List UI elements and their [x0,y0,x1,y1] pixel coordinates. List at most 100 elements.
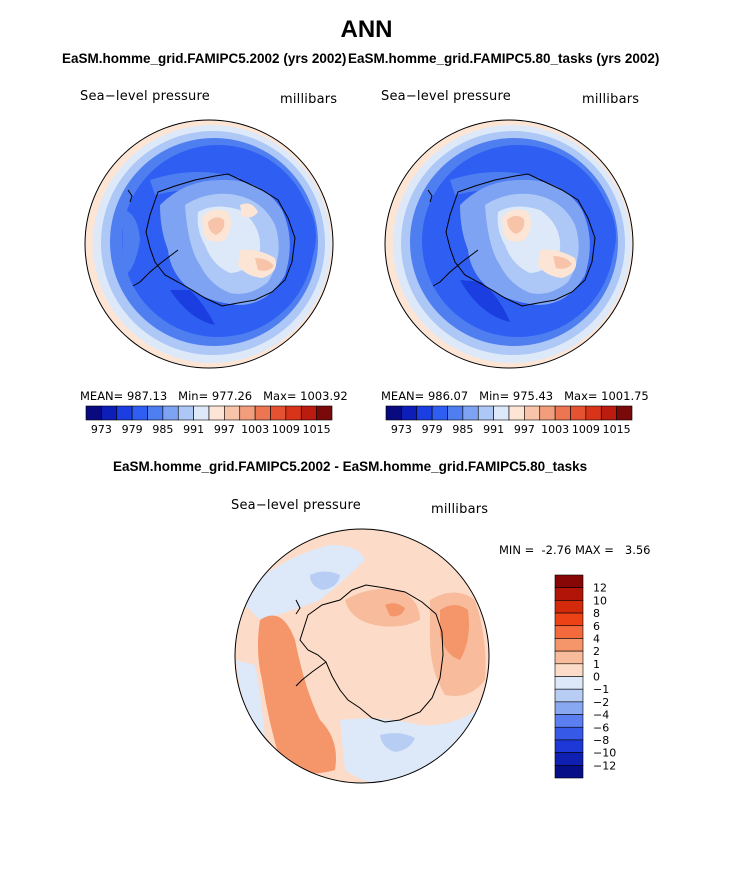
diff-colorbar-tick-label: −2 [593,696,609,709]
diff-colorbar-swatch [554,663,584,677]
panel1-colorbar-tick-label: 997 [214,423,235,436]
diff-colorbar-swatch [554,638,584,652]
diff-colorbar-swatch [554,726,584,741]
page-title: ANN [340,16,393,43]
panel2-colorbar-swatch [447,405,464,421]
panel2-band [450,171,540,195]
panel2-colorbar-tick-label: 979 [422,423,443,436]
diff-colorbar-swatch [554,574,584,588]
diff-colorbar-swatch [554,612,584,627]
diff-units-label: millibars [431,502,489,517]
panel1-mean-value: 987.13 [126,389,168,403]
panel2-south-america-tip [427,189,433,203]
panel1-colorbar-swatch [239,405,256,421]
panel1-colorbar-swatch [101,405,118,421]
panel2-colorbar-swatch [462,405,479,421]
panel1-colorbar-swatch [208,405,225,421]
panel1-colorbar-tick-label: 1003 [241,423,269,436]
diff-antarctica-outline [299,584,444,723]
diff-low-nw [240,545,365,620]
diff-high-north-core [385,603,405,617]
panel2-max-value: 1001.75 [601,389,649,403]
panel2-map-border [384,119,634,369]
diff-colorbar-swatch [554,587,584,601]
panel1-high-c [240,203,258,218]
panel1-colorbar-swatch [316,405,333,421]
panel1-colorbar-swatch [254,405,271,421]
panel2-min-value: 975.43 [512,389,554,403]
panel1-colorbar: 973 979 985 991 997 1003 1009 1015 [85,405,333,436]
panel1-colorbar-swatch [162,405,179,421]
panel1-map-border [84,119,334,369]
diff-colorbar-swatch [554,600,584,614]
diff-colorbar-tick-label: 12 [593,582,607,595]
diff-high-west [257,615,336,774]
panel2-high-b-core [553,256,572,269]
panel1-colorbar-swatch [177,405,194,421]
panel1-map [85,120,333,368]
diff-peninsula-outline [295,661,327,687]
diff-colorbar-tick-label: −6 [593,721,609,734]
diff-colorbar-swatch [554,625,584,639]
panel1-min-label: Min= [178,389,209,403]
diff-low-west [236,660,265,740]
diff-colorbar-tick-label: 6 [593,620,600,633]
panel2-colorbar-swatch [524,405,541,421]
panel1-title: EaSM.homme_grid.FAMIPC5.2002 (yrs 2002) [62,51,347,66]
diff-stats: MIN = -2.76 MAX = 3.56 [499,543,651,557]
panel2-mean-value: 986.07 [427,389,469,403]
diff-colorbar-tick-label: 4 [593,632,600,645]
panel2-colorbar-swatch [570,405,587,421]
diff-colorbar-tick-label: −8 [593,734,609,747]
panel1-antarctica-outline [145,173,296,307]
diff-colorbar-swatch [554,765,584,779]
panel2-colorbar-swatch [385,405,402,421]
panel1-mean-label: MEAN= [80,389,124,403]
diff-colorbar-tick-label: 8 [593,607,600,620]
panel2-colorbar-swatch [585,405,602,421]
panel2-colorbar-swatch [616,405,633,421]
diff-low-south-core [380,733,415,752]
panel1-colorbar-swatch [193,405,210,421]
panel1-max-value: 1003.92 [300,389,348,403]
diff-max-label: MAX = [574,543,614,557]
panel1-colorbar-tick-label: 1009 [272,423,300,436]
diff-colorbar-tick-label: −1 [593,683,609,696]
panel1-peninsula-outline [132,249,179,287]
panel2-map [385,120,633,368]
panel2-colorbar-swatch [539,405,556,421]
panel2-colorbar-swatch [600,405,617,421]
diff-neutral-patch [305,645,349,675]
diff-south-america-tip [295,599,301,615]
panel2-variable-label: Sea−level pressure [381,89,511,104]
diff-panel-title: EaSM.homme_grid.FAMIPC5.2002 - EaSM.homm… [113,459,588,474]
panel2-colorbar-tick-label: 1009 [572,423,600,436]
panel2-colorbar-tick-label: 1003 [541,423,569,436]
panel2-antarctica-outline [445,173,596,307]
diff-colorbar-tick-label: −12 [593,759,616,772]
panel2-units-label: millibars [582,92,640,107]
diff-colorbar-tick-label: 2 [593,645,600,658]
panel1-band [150,171,240,195]
panel1-colorbar-tick-label: 979 [122,423,143,436]
panel1-colorbar-swatch [224,405,241,421]
panel2-colorbar-tick-label: 1015 [603,423,631,436]
panel1-colorbar-tick-label: 991 [183,423,204,436]
panel2-colorbar-swatch [477,405,494,421]
panel1-colorbar-tick-label: 1015 [303,423,331,436]
panel2-colorbar-swatch [401,405,418,421]
panel2-colorbar-swatch [554,405,571,421]
panel2-max-label: Max= [564,389,598,403]
panel2-colorbar-swatch [493,405,510,421]
panel1-low [170,290,215,325]
diff-colorbar-swatch [554,714,584,728]
panel2-colorbar-tick-label: 973 [391,423,412,436]
diff-colorbar-swatch [554,650,584,665]
panel1-colorbar-swatch [131,405,148,421]
diff-colorbar-swatch [554,739,584,753]
panel2-colorbar-tick-label: 997 [514,423,535,436]
diff-low-nw-core [310,571,340,590]
panel2-title: EaSM.homme_grid.FAMIPC5.80_tasks (yrs 20… [348,51,660,66]
panel1-west-band [122,210,140,275]
